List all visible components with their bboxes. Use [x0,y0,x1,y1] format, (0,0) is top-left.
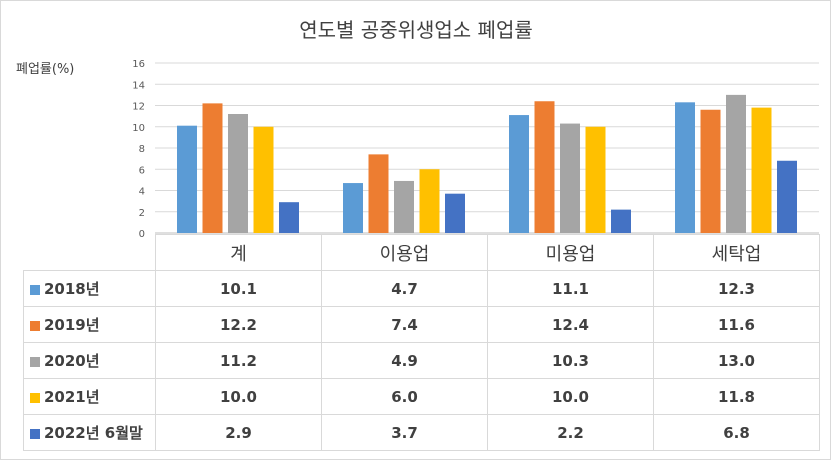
data-label: 11.6 [653,306,820,343]
data-label: 6.0 [321,378,488,415]
legend-key [30,392,40,403]
bar [368,154,389,233]
bar [560,123,580,233]
data-label: 11.1 [487,270,654,307]
data-label: 10.1 [155,270,322,307]
x-tick-label: 세탁업 [653,234,820,271]
data-label: 10.0 [487,378,654,415]
bar [419,169,440,233]
y-tick-label: 12 [132,102,145,113]
data-label: 2.9 [155,414,322,451]
bar [611,209,631,233]
y-tick-label: 10 [132,123,145,134]
y-tick-label: 6 [139,165,145,176]
y-tick-label: 2 [139,208,145,219]
bar [700,109,721,233]
table-row: 2022년 6월말 2.9 3.7 2.2 6.8 [23,414,820,451]
legend-key [30,356,40,367]
bar [445,193,465,233]
data-table: 계 이용업 미용업 세탁업 2018년 10.1 4.7 11.1 12.3 2019년 12.2 7… [23,234,820,451]
bar [534,101,555,233]
bar [394,180,414,233]
bar [202,103,223,233]
legend-entry: 2018년 [23,270,156,307]
table-row: 2018년 10.1 4.7 11.1 12.3 [23,270,820,307]
bar [751,107,772,233]
data-label: 4.7 [321,270,488,307]
bar [726,94,746,233]
legend-label: 2019년 [44,316,100,334]
data-label: 4.9 [321,342,488,379]
table-row: 2020년 11.2 4.9 10.3 13.0 [23,342,820,379]
table-row: 2019년 12.2 7.4 12.4 11.6 [23,306,820,343]
data-label: 6.8 [653,414,820,451]
table-corner [23,234,156,271]
legend-key [30,284,40,295]
y-tick-label: 14 [132,80,145,91]
data-label: 12.4 [487,306,654,343]
legend-entry: 2020년 [23,342,156,379]
legend-entry: 2022년 6월말 [23,414,156,451]
chart-title: 연도별 공중위생업소 폐업률 [299,18,533,42]
bar [253,126,274,233]
legend-entry: 2019년 [23,306,156,343]
data-label: 13.0 [653,342,820,379]
x-tick-label: 이용업 [321,234,488,271]
legend-key [30,428,40,439]
y-tick-label: 8 [139,144,145,155]
legend-label: 2021년 [44,388,100,406]
legend-label: 2018년 [44,280,100,298]
bar [228,114,248,233]
table-row: 2021년 10.0 6.0 10.0 11.8 [23,378,820,415]
data-label: 12.3 [653,270,820,307]
x-tick-label: 미용업 [487,234,654,271]
data-label: 11.2 [155,342,322,379]
bar [585,126,606,233]
bar [177,125,197,233]
bar [777,160,797,233]
y-axis-label: 폐업률(%) [16,62,75,77]
data-label: 7.4 [321,306,488,343]
bar [675,102,695,233]
data-label: 3.7 [321,414,488,451]
data-label: 10.3 [487,342,654,379]
legend-label: 2020년 [44,352,100,370]
x-tick-label: 계 [155,234,322,271]
bar [279,202,299,233]
legend-label: 2022년 6월말 [44,424,143,442]
bar [509,115,529,233]
category-header-row: 계 이용업 미용업 세탁업 [23,234,820,271]
legend-entry: 2021년 [23,378,156,415]
data-label: 11.8 [653,378,820,415]
bar [343,183,363,233]
data-label: 2.2 [487,414,654,451]
y-tick-label: 4 [139,187,145,198]
data-label: 12.2 [155,306,322,343]
data-label: 10.0 [155,378,322,415]
y-tick-label: 16 [132,59,145,70]
bars [177,94,797,233]
legend-key [30,320,40,331]
